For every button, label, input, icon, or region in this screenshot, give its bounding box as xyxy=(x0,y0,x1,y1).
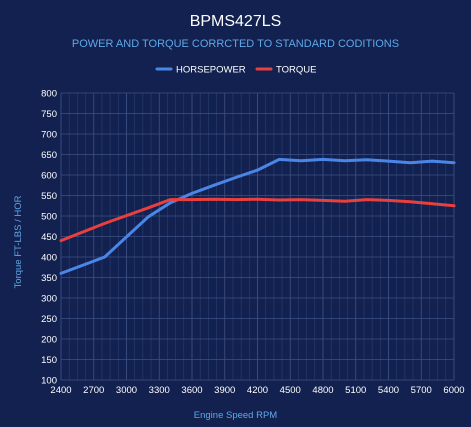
y-tick-label: 200 xyxy=(41,335,57,346)
chart-title: BPMS427LS xyxy=(190,13,282,30)
x-tick-label: 3900 xyxy=(214,385,235,396)
x-tick-label: 6000 xyxy=(443,385,464,396)
legend-label-torque: TORQUE xyxy=(276,65,316,76)
legend: HORSEPOWER TORQUE xyxy=(155,65,316,76)
chart-subtitle: POWER AND TORQUE CORRCTED TO STANDARD CO… xyxy=(72,38,399,50)
y-tick-label: 400 xyxy=(41,253,57,264)
y-tick-label: 350 xyxy=(41,273,57,284)
x-axis-label: Engine Speed RPM xyxy=(194,410,278,421)
y-tick-label: 150 xyxy=(41,355,57,366)
series-lines xyxy=(59,157,456,275)
grid xyxy=(60,92,455,381)
x-tick-label: 3000 xyxy=(116,385,137,396)
x-tick-label: 5400 xyxy=(378,385,399,396)
legend-label-horsepower: HORSEPOWER xyxy=(176,65,246,76)
x-tick-label: 3300 xyxy=(149,385,170,396)
y-tick-label: 550 xyxy=(41,191,57,202)
x-tick-label: 4800 xyxy=(312,385,333,396)
x-tick-label: 4500 xyxy=(280,385,301,396)
y-tick-label: 600 xyxy=(41,171,57,182)
y-axis-label: Torque FT-LBS / HOR xyxy=(13,195,24,288)
x-tick-label: 2400 xyxy=(50,385,71,396)
x-axis-ticks: 2400 2700 3000 3300 3600 3900 4200 4500 4800 5100… xyxy=(50,385,464,396)
y-tick-label: 100 xyxy=(41,376,57,387)
x-tick-label: 5100 xyxy=(345,385,366,396)
y-tick-label: 250 xyxy=(41,314,57,325)
x-tick-label: 2700 xyxy=(83,385,104,396)
x-tick-label: 3600 xyxy=(181,385,202,396)
series-line-torque xyxy=(59,197,456,243)
y-tick-label: 300 xyxy=(41,294,57,305)
y-tick-label: 500 xyxy=(41,212,57,223)
y-tick-label: 800 xyxy=(41,89,57,100)
y-tick-label: 700 xyxy=(41,130,57,141)
y-tick-label: 450 xyxy=(41,232,57,243)
y-tick-label: 750 xyxy=(41,109,57,120)
x-tick-label: 4200 xyxy=(247,385,268,396)
y-axis-ticks: 100 150 200 250 300 350 400 450 500 550 600 650 700 7… xyxy=(41,89,57,387)
x-tick-label: 5700 xyxy=(411,385,432,396)
series-line-horsepower xyxy=(59,157,456,275)
y-tick-label: 650 xyxy=(41,150,57,161)
